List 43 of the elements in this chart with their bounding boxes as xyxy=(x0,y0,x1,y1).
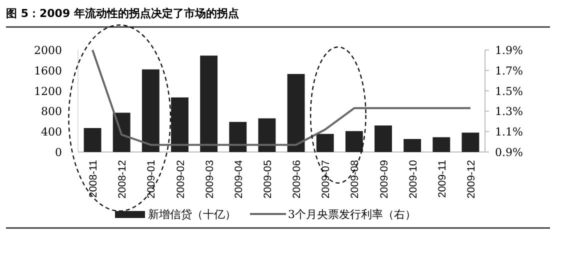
bar xyxy=(404,138,422,152)
x-tick-label: 2009-01 xyxy=(146,160,158,199)
y-tick-label: 0 xyxy=(55,146,62,159)
x-tick-label: 2009-08 xyxy=(349,160,362,199)
x-tick-label: 2009-09 xyxy=(378,160,390,199)
bar xyxy=(316,134,334,152)
y-tick-label: 2000 xyxy=(34,44,62,57)
bar xyxy=(171,97,188,152)
bar xyxy=(432,137,450,152)
bar xyxy=(258,118,276,152)
bar xyxy=(374,125,392,152)
x-tick-label: 2008-12 xyxy=(116,160,129,199)
bar xyxy=(142,69,160,152)
x-tick-label: 2009-05 xyxy=(262,160,274,199)
bar xyxy=(84,128,102,152)
y2-tick-label: 0.9% xyxy=(495,146,523,159)
bar xyxy=(287,74,305,152)
y2-tick-label: 1.3% xyxy=(495,105,523,118)
bar xyxy=(462,132,480,152)
y-tick-label: 1200 xyxy=(34,84,62,98)
bar xyxy=(229,122,247,152)
x-tick-label: 2009-02 xyxy=(174,160,187,199)
y-tick-label: 800 xyxy=(41,105,62,118)
x-tick-label: 2009-03 xyxy=(204,160,216,199)
y2-tick-label: 1.5% xyxy=(495,84,523,98)
x-tick-label: 2009-07 xyxy=(320,160,332,199)
y-tick-label: 1600 xyxy=(34,64,62,78)
bar xyxy=(200,56,218,152)
x-tick-label: 2009-12 xyxy=(465,160,478,199)
x-tick-label: 2009-10 xyxy=(407,160,420,199)
y2-tick-label: 1.7% xyxy=(495,64,523,78)
x-tick-label: 2009-04 xyxy=(232,160,245,199)
x-tick-label: 2009-06 xyxy=(291,160,304,199)
x-tick-label: 2009-11 xyxy=(436,160,448,198)
y2-tick-label: 1.9% xyxy=(495,44,523,57)
bar xyxy=(112,112,130,152)
legend-label: 新增信贷（十亿） xyxy=(148,208,236,221)
chart-title: 图 5：2009 年流动性的拐点决定了市场的拐点 xyxy=(6,7,239,20)
bar xyxy=(345,131,363,152)
y2-tick-label: 1.1% xyxy=(495,126,523,139)
x-tick-label: 2008-11 xyxy=(88,160,100,198)
y-tick-label: 400 xyxy=(41,126,62,139)
legend-label: 3个月央票发行利率（右） xyxy=(288,208,416,221)
